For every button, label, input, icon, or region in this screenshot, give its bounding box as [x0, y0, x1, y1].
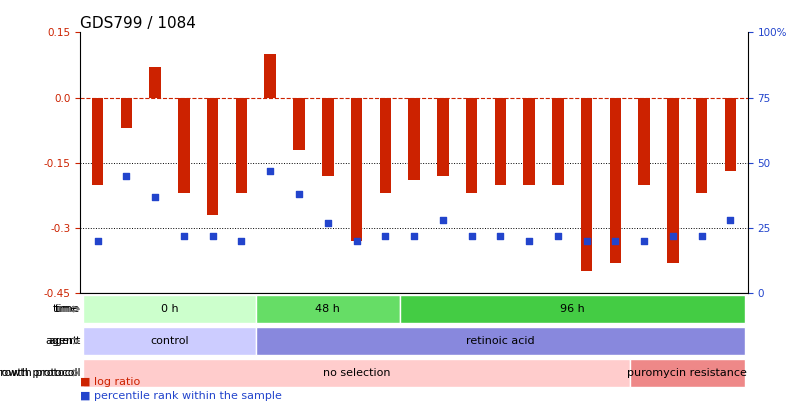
Text: time: time [53, 304, 78, 314]
FancyBboxPatch shape [629, 358, 744, 387]
Point [608, 238, 621, 244]
Text: 48 h: 48 h [315, 304, 340, 314]
Point [234, 238, 247, 244]
Bar [581, 98, 592, 271]
Text: retinoic acid: retinoic acid [466, 336, 534, 346]
Point [149, 194, 161, 200]
Point [637, 238, 650, 244]
Text: ■ log ratio: ■ log ratio [80, 377, 141, 387]
Point [321, 220, 334, 226]
Bar [92, 98, 104, 185]
FancyBboxPatch shape [255, 295, 399, 324]
Bar [437, 98, 448, 176]
Point [378, 232, 391, 239]
Text: growth protocol: growth protocol [0, 368, 80, 378]
Bar [293, 98, 304, 150]
Point [349, 238, 362, 244]
Text: ■ percentile rank within the sample: ■ percentile rank within the sample [80, 391, 282, 401]
Text: time: time [55, 304, 80, 314]
Point [177, 232, 190, 239]
Text: 96 h: 96 h [559, 304, 584, 314]
Bar [178, 98, 190, 193]
Text: growth protocol: growth protocol [0, 368, 78, 378]
Bar [235, 98, 247, 193]
Point [407, 232, 420, 239]
Point [465, 232, 478, 239]
Text: control: control [150, 336, 189, 346]
Bar [494, 98, 505, 185]
Point [666, 232, 679, 239]
Point [522, 238, 535, 244]
Bar [666, 98, 678, 263]
Point [292, 191, 305, 197]
Bar [264, 54, 275, 98]
Text: puromycin resistance: puromycin resistance [626, 368, 746, 378]
Bar [379, 98, 390, 193]
Point [91, 238, 104, 244]
Bar [609, 98, 621, 263]
Bar [206, 98, 218, 215]
Point [551, 232, 564, 239]
Point [263, 167, 276, 174]
Bar [523, 98, 534, 185]
Text: agent: agent [46, 336, 78, 346]
FancyBboxPatch shape [84, 295, 255, 324]
Point [724, 217, 736, 224]
Point [206, 232, 219, 239]
Bar [638, 98, 649, 185]
Text: 0 h: 0 h [161, 304, 178, 314]
FancyBboxPatch shape [84, 358, 629, 387]
FancyBboxPatch shape [84, 327, 255, 355]
Point [695, 232, 707, 239]
Bar [322, 98, 333, 176]
Bar [120, 98, 132, 128]
Bar [695, 98, 707, 193]
Bar [465, 98, 477, 193]
Point [120, 173, 132, 179]
FancyBboxPatch shape [399, 295, 744, 324]
Point [580, 238, 593, 244]
Bar [552, 98, 563, 185]
Bar [408, 98, 419, 180]
Text: GDS799 / 1084: GDS799 / 1084 [80, 16, 196, 31]
Point [493, 232, 506, 239]
Bar [350, 98, 362, 241]
Bar [724, 98, 736, 171]
Text: agent: agent [48, 336, 80, 346]
FancyBboxPatch shape [255, 327, 744, 355]
Bar [149, 67, 161, 98]
Text: no selection: no selection [322, 368, 389, 378]
Point [436, 217, 449, 224]
